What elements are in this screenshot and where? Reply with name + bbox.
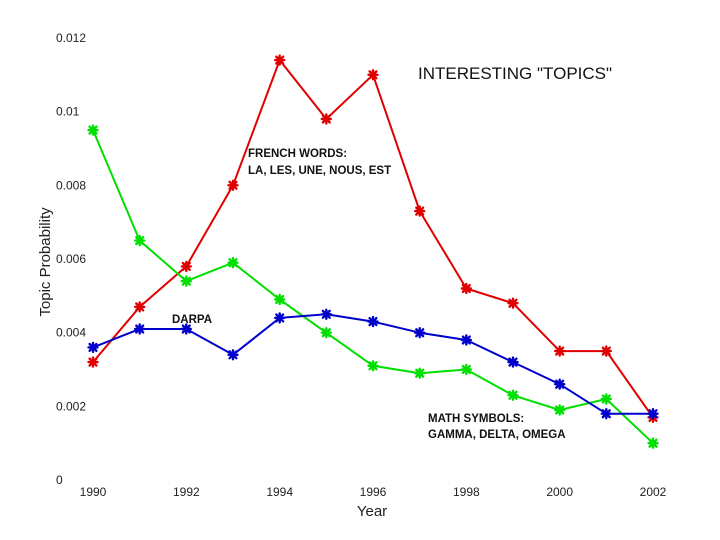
y-tick-label: 0.004 <box>56 326 86 340</box>
data-point <box>600 393 612 405</box>
annotation-french-line-2: LA, LES, UNE, NOUS, EST <box>248 165 391 177</box>
data-point <box>320 113 332 125</box>
series-1 <box>87 124 659 449</box>
data-point <box>367 360 379 372</box>
y-tick-label: 0.008 <box>56 178 86 192</box>
data-point <box>133 323 146 335</box>
x-tick-label: 2000 <box>546 485 573 499</box>
data-point <box>320 327 332 339</box>
data-point <box>414 327 426 339</box>
annotation-darpa: DARPA <box>172 314 212 326</box>
x-tick-label: 1992 <box>173 485 200 499</box>
data-point <box>414 205 426 217</box>
data-point <box>507 389 519 401</box>
data-point <box>180 260 193 273</box>
y-tick-label: 0.002 <box>56 399 86 413</box>
data-point <box>367 315 379 328</box>
data-point <box>460 334 472 346</box>
y-tick-label: 0 <box>56 473 63 487</box>
series-2 <box>87 308 659 420</box>
y-tick-label: 0.006 <box>56 252 86 266</box>
x-axis-ticks: 1990 1992 1994 1996 1998 2000 2002 <box>80 485 667 499</box>
x-tick-label: 1994 <box>266 485 293 499</box>
annotation-math-line-2: GAMMA, DELTA, OMEGA <box>428 429 566 441</box>
data-point <box>367 69 379 81</box>
annotation-math-symbols: MATH SYMBOLS: GAMMA, DELTA, OMEGA <box>428 413 566 441</box>
x-tick-label: 2002 <box>640 485 667 499</box>
data-point <box>274 54 286 66</box>
y-tick-label: 0.012 <box>56 31 86 45</box>
data-point <box>647 437 659 449</box>
y-axis-ticks: 0 0.002 0.004 0.006 0.008 0.01 0.012 <box>56 31 86 487</box>
data-point <box>133 234 146 247</box>
data-point <box>87 124 99 136</box>
data-point <box>600 408 612 420</box>
data-point <box>180 323 193 335</box>
data-point <box>180 275 193 287</box>
data-point <box>227 257 239 269</box>
annotation-math-line-1: MATH SYMBOLS: <box>428 413 524 425</box>
data-point <box>414 367 426 379</box>
x-tick-label: 1996 <box>360 485 387 499</box>
data-point <box>227 179 239 192</box>
data-point <box>87 341 99 354</box>
data-point <box>274 293 286 306</box>
data-point <box>227 349 239 361</box>
x-axis-label: Year <box>357 503 387 520</box>
data-point <box>554 345 566 357</box>
data-point <box>647 408 659 420</box>
annotation-french-words: FRENCH WORDS: LA, LES, UNE, NOUS, EST <box>248 148 391 177</box>
y-axis-label: Topic Probability <box>37 207 54 317</box>
data-point <box>460 282 472 295</box>
data-point <box>507 356 519 368</box>
data-point <box>600 345 612 357</box>
data-point <box>87 356 99 368</box>
y-tick-label: 0.01 <box>56 105 80 119</box>
series-line <box>92 129 654 444</box>
data-point <box>554 378 566 390</box>
chart-title: INTERESTING "TOPICS" <box>418 64 612 83</box>
annotation-french-line-1: FRENCH WORDS: <box>248 148 347 160</box>
data-point <box>133 301 146 313</box>
data-point <box>274 312 286 324</box>
x-tick-label: 1990 <box>80 485 107 499</box>
series-layer <box>87 54 659 449</box>
data-point <box>460 363 472 376</box>
data-point <box>320 308 332 320</box>
data-point <box>507 297 519 309</box>
data-point <box>554 404 566 416</box>
x-tick-label: 1998 <box>453 485 480 499</box>
